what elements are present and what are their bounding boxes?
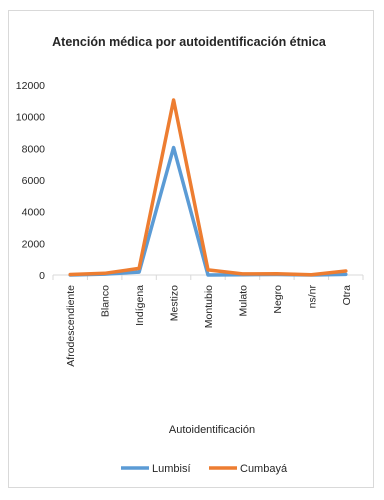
- x-tick-label: Afrodescendiente: [65, 285, 77, 367]
- x-tick-label: Indígena: [134, 285, 146, 326]
- y-tick-label: 0: [39, 270, 45, 282]
- y-tick-label: 4000: [22, 207, 46, 219]
- chart-container: Atención médica por autoidentificación é…: [8, 10, 374, 488]
- series-lines: [68, 98, 348, 277]
- x-tick-label: Negro: [272, 285, 284, 314]
- x-tick-label: Otra: [341, 285, 353, 306]
- x-tick-label: Blanco: [100, 285, 112, 317]
- series-line: [68, 145, 348, 277]
- legend: Lumbisí Cumbayá: [121, 463, 288, 475]
- y-tick-label: 8000: [22, 143, 46, 155]
- x-tick-label: Montubio: [203, 285, 215, 328]
- y-tick-label: 10000: [16, 112, 45, 124]
- x-tick-label: ns/nr: [306, 284, 318, 308]
- y-tick-label: 12000: [16, 80, 45, 92]
- y-axis: 0 2000 4000 6000 8000 10000 12000: [16, 80, 45, 282]
- y-tick-label: 2000: [22, 238, 46, 250]
- x-tick-label: Mulato: [237, 285, 249, 317]
- legend-label: Lumbisí: [152, 463, 191, 475]
- line-chart: Atención médica por autoidentificación é…: [16, 35, 364, 475]
- legend-label: Cumbayá: [240, 463, 288, 475]
- chart-title: Atención médica por autoidentificación é…: [52, 35, 327, 49]
- series-line: [68, 98, 348, 277]
- x-axis: Afrodescendiente Blanco Indígena Mestizo Mon…: [52, 275, 364, 367]
- x-tick-label: Mestizo: [169, 285, 181, 321]
- y-tick-label: 6000: [22, 175, 46, 187]
- x-axis-title: Autoidentificación: [169, 424, 255, 436]
